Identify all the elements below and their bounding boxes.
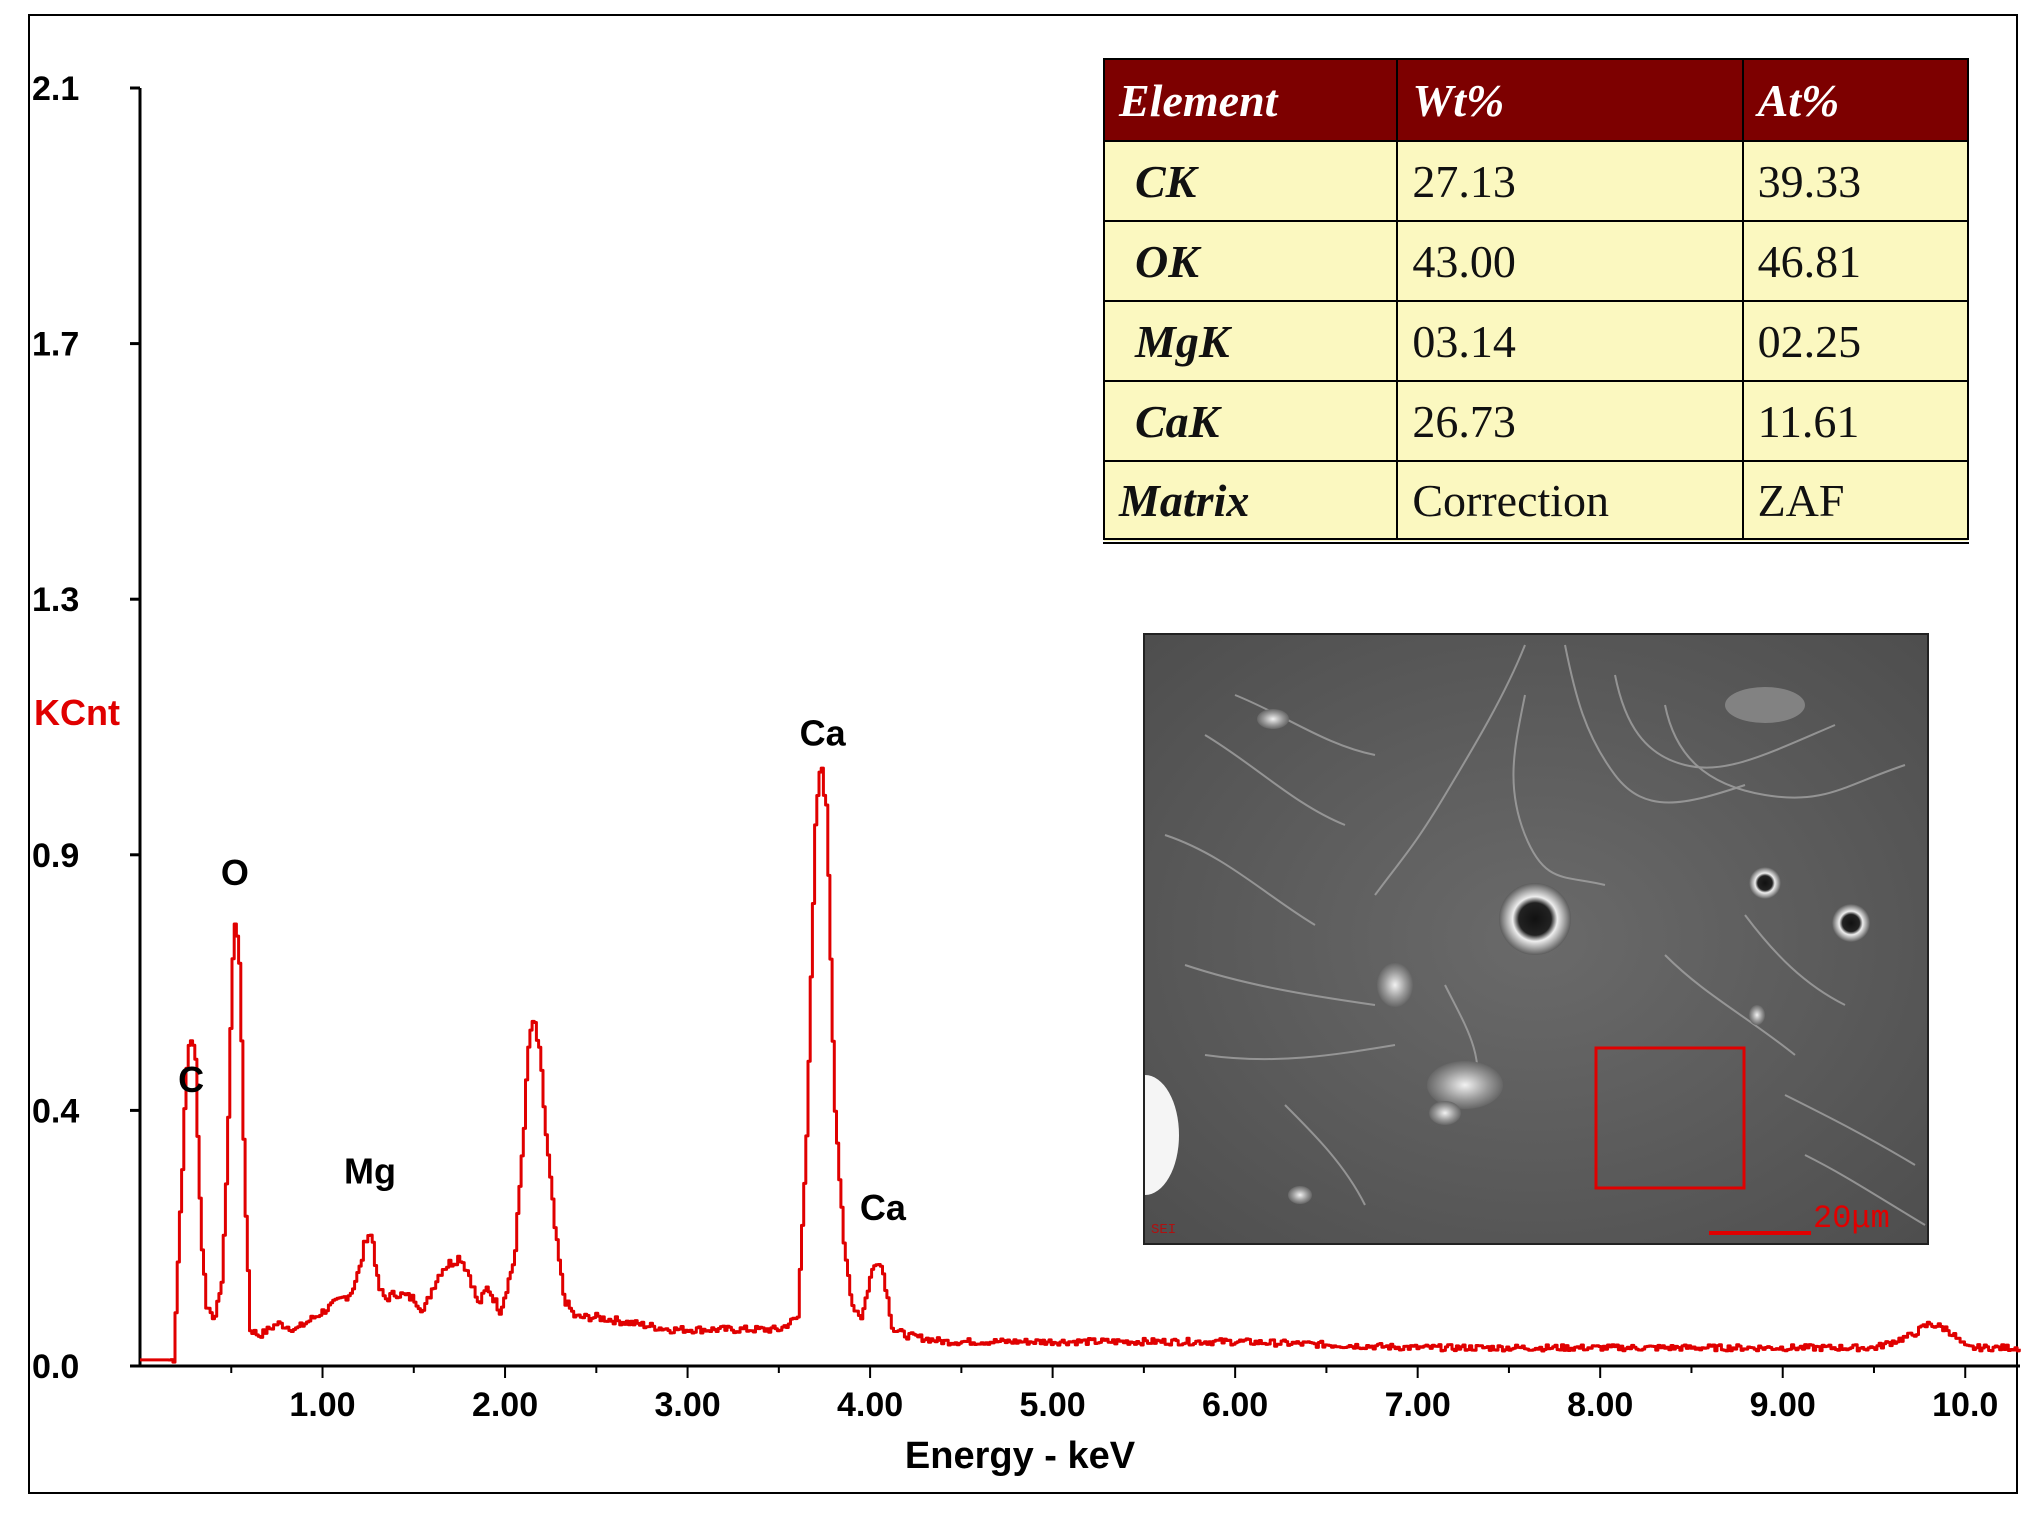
cell-at: ZAF bbox=[1741, 460, 1970, 544]
cell-element: Matrix bbox=[1102, 460, 1399, 544]
cell-at: 11.61 bbox=[1741, 380, 1970, 462]
x-axis-ticks: 1.00 2.00 3.00 4.00 5.00 6.00 7.00 8.00 9.00 10.0 bbox=[230, 1366, 1998, 1424]
peak-label-ca: Ca bbox=[800, 712, 847, 753]
cell-wt: Correction bbox=[1396, 460, 1744, 544]
x-tick-label: 8.00 bbox=[1567, 1386, 1633, 1424]
sem-analysis-region bbox=[1594, 1046, 1746, 1190]
y-tick-label: 2.1 bbox=[32, 70, 79, 108]
cell-element: OK bbox=[1102, 220, 1399, 302]
cell-element: CK bbox=[1102, 140, 1399, 222]
peak-label-c: C bbox=[178, 1059, 204, 1100]
cell-at: 02.25 bbox=[1741, 300, 1970, 382]
cell-at: 39.33 bbox=[1741, 140, 1970, 222]
x-tick-label: 7.00 bbox=[1385, 1386, 1451, 1424]
x-tick-label: 1.00 bbox=[289, 1386, 355, 1424]
peak-annotations: C O Mg Ca Ca bbox=[178, 712, 907, 1228]
y-axis-label: KCnt bbox=[34, 692, 120, 733]
cell-at: 46.81 bbox=[1741, 220, 1970, 302]
sem-image: SEI 20μm bbox=[1145, 635, 1927, 1243]
sem-micrograph: SEI 20μm bbox=[1143, 633, 1929, 1245]
sem-bright-features bbox=[1145, 687, 1805, 1204]
sem-surface-lines bbox=[1164, 644, 1926, 1226]
cell-wt: 26.73 bbox=[1396, 380, 1744, 462]
table-row: OK 43.00 46.81 bbox=[1102, 220, 1970, 302]
header-wt: Wt% bbox=[1396, 58, 1744, 142]
x-tick-label: 3.00 bbox=[654, 1386, 720, 1424]
figure-frame bbox=[28, 14, 2018, 1494]
peak-label-o: O bbox=[221, 852, 249, 893]
x-tick-label: 9.00 bbox=[1750, 1386, 1816, 1424]
x-tick-label: 6.00 bbox=[1202, 1386, 1268, 1424]
y-axis-ticks: 0.0 0.4 0.9 1.3 1.7 2.1 bbox=[32, 70, 140, 1386]
composition-table: Element Wt% At% CK 27.13 39.33 OK 43.00 … bbox=[1102, 58, 1970, 544]
peak-label-mg: Mg bbox=[344, 1150, 396, 1191]
x-tick-label: 5.00 bbox=[1020, 1386, 1086, 1424]
x-tick-label: 10.0 bbox=[1932, 1386, 1998, 1424]
table-row: MgK 03.14 02.25 bbox=[1102, 300, 1970, 382]
cell-wt: 03.14 bbox=[1396, 300, 1744, 382]
cell-element: CaK bbox=[1102, 380, 1399, 462]
cell-wt: 27.13 bbox=[1396, 140, 1744, 222]
y-tick-label: 0.9 bbox=[32, 837, 79, 875]
table-row: Matrix Correction ZAF bbox=[1102, 460, 1970, 544]
x-axis-label: Energy - keV bbox=[905, 1435, 1136, 1477]
sem-detector-label: SEI bbox=[1151, 1222, 1176, 1238]
header-element: Element bbox=[1102, 58, 1399, 142]
x-tick-label: 4.00 bbox=[837, 1386, 903, 1424]
header-at: At% bbox=[1741, 58, 1970, 142]
cell-element: MgK bbox=[1102, 300, 1399, 382]
cell-wt: 43.00 bbox=[1396, 220, 1744, 302]
peak-label-ca: Ca bbox=[860, 1187, 907, 1228]
x-tick-label: 2.00 bbox=[472, 1386, 538, 1424]
axes bbox=[138, 88, 2020, 1368]
y-tick-label: 1.7 bbox=[32, 326, 79, 364]
sem-scale-label: 20μm bbox=[1813, 1200, 1890, 1237]
sem-pores bbox=[1499, 867, 1870, 955]
y-tick-label: 1.3 bbox=[32, 581, 79, 619]
table-row: CK 27.13 39.33 bbox=[1102, 140, 1970, 222]
y-tick-label: 0.0 bbox=[32, 1348, 79, 1386]
table-row: CaK 26.73 11.61 bbox=[1102, 380, 1970, 462]
y-tick-label: 0.4 bbox=[32, 1092, 79, 1130]
spectrum-line bbox=[140, 766, 2021, 1364]
table-header-row: Element Wt% At% bbox=[1102, 58, 1970, 142]
